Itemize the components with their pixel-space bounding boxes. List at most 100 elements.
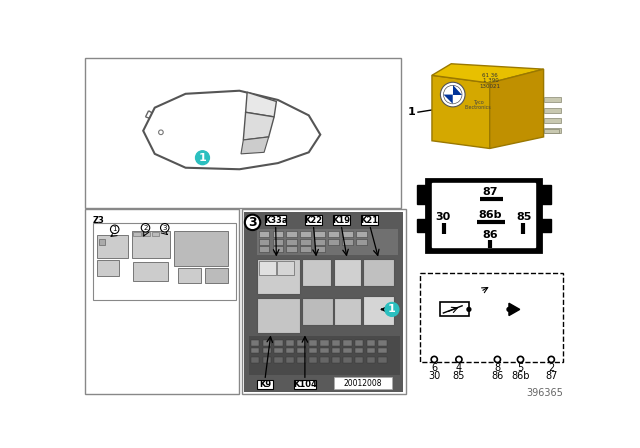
Circle shape	[159, 130, 163, 134]
Text: 3: 3	[163, 225, 167, 231]
Bar	[99, 238, 106, 245]
Bar	[257, 228, 398, 255]
Bar	[334, 377, 392, 389]
Bar	[305, 215, 322, 225]
Text: 5: 5	[517, 363, 524, 373]
Bar	[302, 298, 333, 325]
Bar	[367, 340, 375, 345]
Bar	[297, 348, 306, 353]
Bar	[259, 231, 269, 237]
Bar	[297, 357, 306, 362]
Bar	[432, 183, 535, 247]
Bar	[97, 235, 128, 258]
Text: 396365: 396365	[526, 388, 563, 398]
Bar	[287, 238, 297, 245]
Bar	[178, 268, 201, 283]
Bar	[277, 261, 294, 275]
Bar	[314, 246, 325, 252]
Bar	[328, 238, 339, 245]
Bar	[440, 302, 469, 316]
Bar	[242, 209, 406, 394]
Bar	[356, 238, 367, 245]
Circle shape	[196, 151, 209, 165]
Circle shape	[456, 356, 462, 362]
Bar	[344, 357, 352, 362]
Bar	[332, 357, 340, 362]
Circle shape	[245, 215, 260, 230]
Bar	[543, 97, 561, 102]
Bar	[543, 129, 559, 133]
Bar	[133, 262, 168, 281]
Text: 1: 1	[113, 226, 117, 233]
Bar	[344, 348, 352, 353]
Text: 30: 30	[428, 370, 440, 381]
Bar	[332, 348, 340, 353]
Polygon shape	[246, 92, 276, 117]
Polygon shape	[143, 90, 320, 169]
Circle shape	[494, 356, 500, 362]
Bar	[314, 238, 325, 245]
Bar	[367, 348, 375, 353]
Text: K33a: K33a	[264, 215, 287, 224]
Text: 2: 2	[548, 363, 554, 373]
Text: Tyco: Tyco	[473, 100, 484, 105]
Bar	[543, 118, 561, 123]
Bar	[132, 231, 170, 258]
Text: K22: K22	[304, 215, 323, 224]
Bar	[332, 340, 340, 345]
Bar	[426, 178, 541, 252]
Text: 1: 1	[198, 153, 206, 163]
Bar	[378, 357, 387, 362]
Bar	[355, 340, 364, 345]
Bar	[287, 231, 297, 237]
Circle shape	[444, 85, 462, 104]
Bar	[378, 340, 387, 345]
Bar	[257, 298, 300, 332]
Bar	[543, 108, 561, 113]
Bar	[334, 298, 361, 325]
Text: K21: K21	[360, 215, 379, 224]
Text: 1: 1	[407, 107, 415, 117]
Bar	[320, 340, 329, 345]
Text: 85: 85	[452, 370, 465, 381]
Circle shape	[517, 356, 524, 362]
Bar	[93, 223, 236, 300]
Bar	[355, 357, 364, 362]
Bar	[152, 233, 159, 236]
Bar	[297, 340, 306, 345]
Bar	[285, 348, 294, 353]
Bar	[300, 246, 311, 252]
Text: 86: 86	[492, 370, 504, 381]
Bar	[251, 348, 259, 353]
Bar	[308, 348, 317, 353]
Bar	[273, 231, 284, 237]
Bar	[262, 348, 271, 353]
Bar	[273, 238, 284, 245]
Bar	[274, 348, 283, 353]
Bar	[273, 246, 284, 252]
Bar	[265, 215, 287, 225]
Bar	[356, 231, 367, 237]
Circle shape	[431, 356, 437, 362]
Circle shape	[161, 224, 169, 232]
Text: K9: K9	[259, 380, 271, 389]
Polygon shape	[444, 95, 452, 104]
Bar	[320, 357, 329, 362]
Bar	[543, 128, 561, 133]
Bar	[285, 357, 294, 362]
Text: 86: 86	[482, 230, 497, 240]
Bar	[274, 357, 283, 362]
Bar	[378, 348, 387, 353]
Bar	[541, 219, 550, 233]
Bar	[262, 340, 271, 345]
Bar	[344, 340, 352, 345]
Text: 87: 87	[482, 187, 497, 198]
Bar	[257, 259, 300, 294]
Bar	[274, 340, 283, 345]
Bar	[328, 231, 339, 237]
Polygon shape	[432, 64, 543, 83]
Bar	[308, 357, 317, 362]
Text: 85: 85	[516, 212, 532, 222]
Bar	[97, 260, 118, 276]
Polygon shape	[490, 69, 543, 148]
